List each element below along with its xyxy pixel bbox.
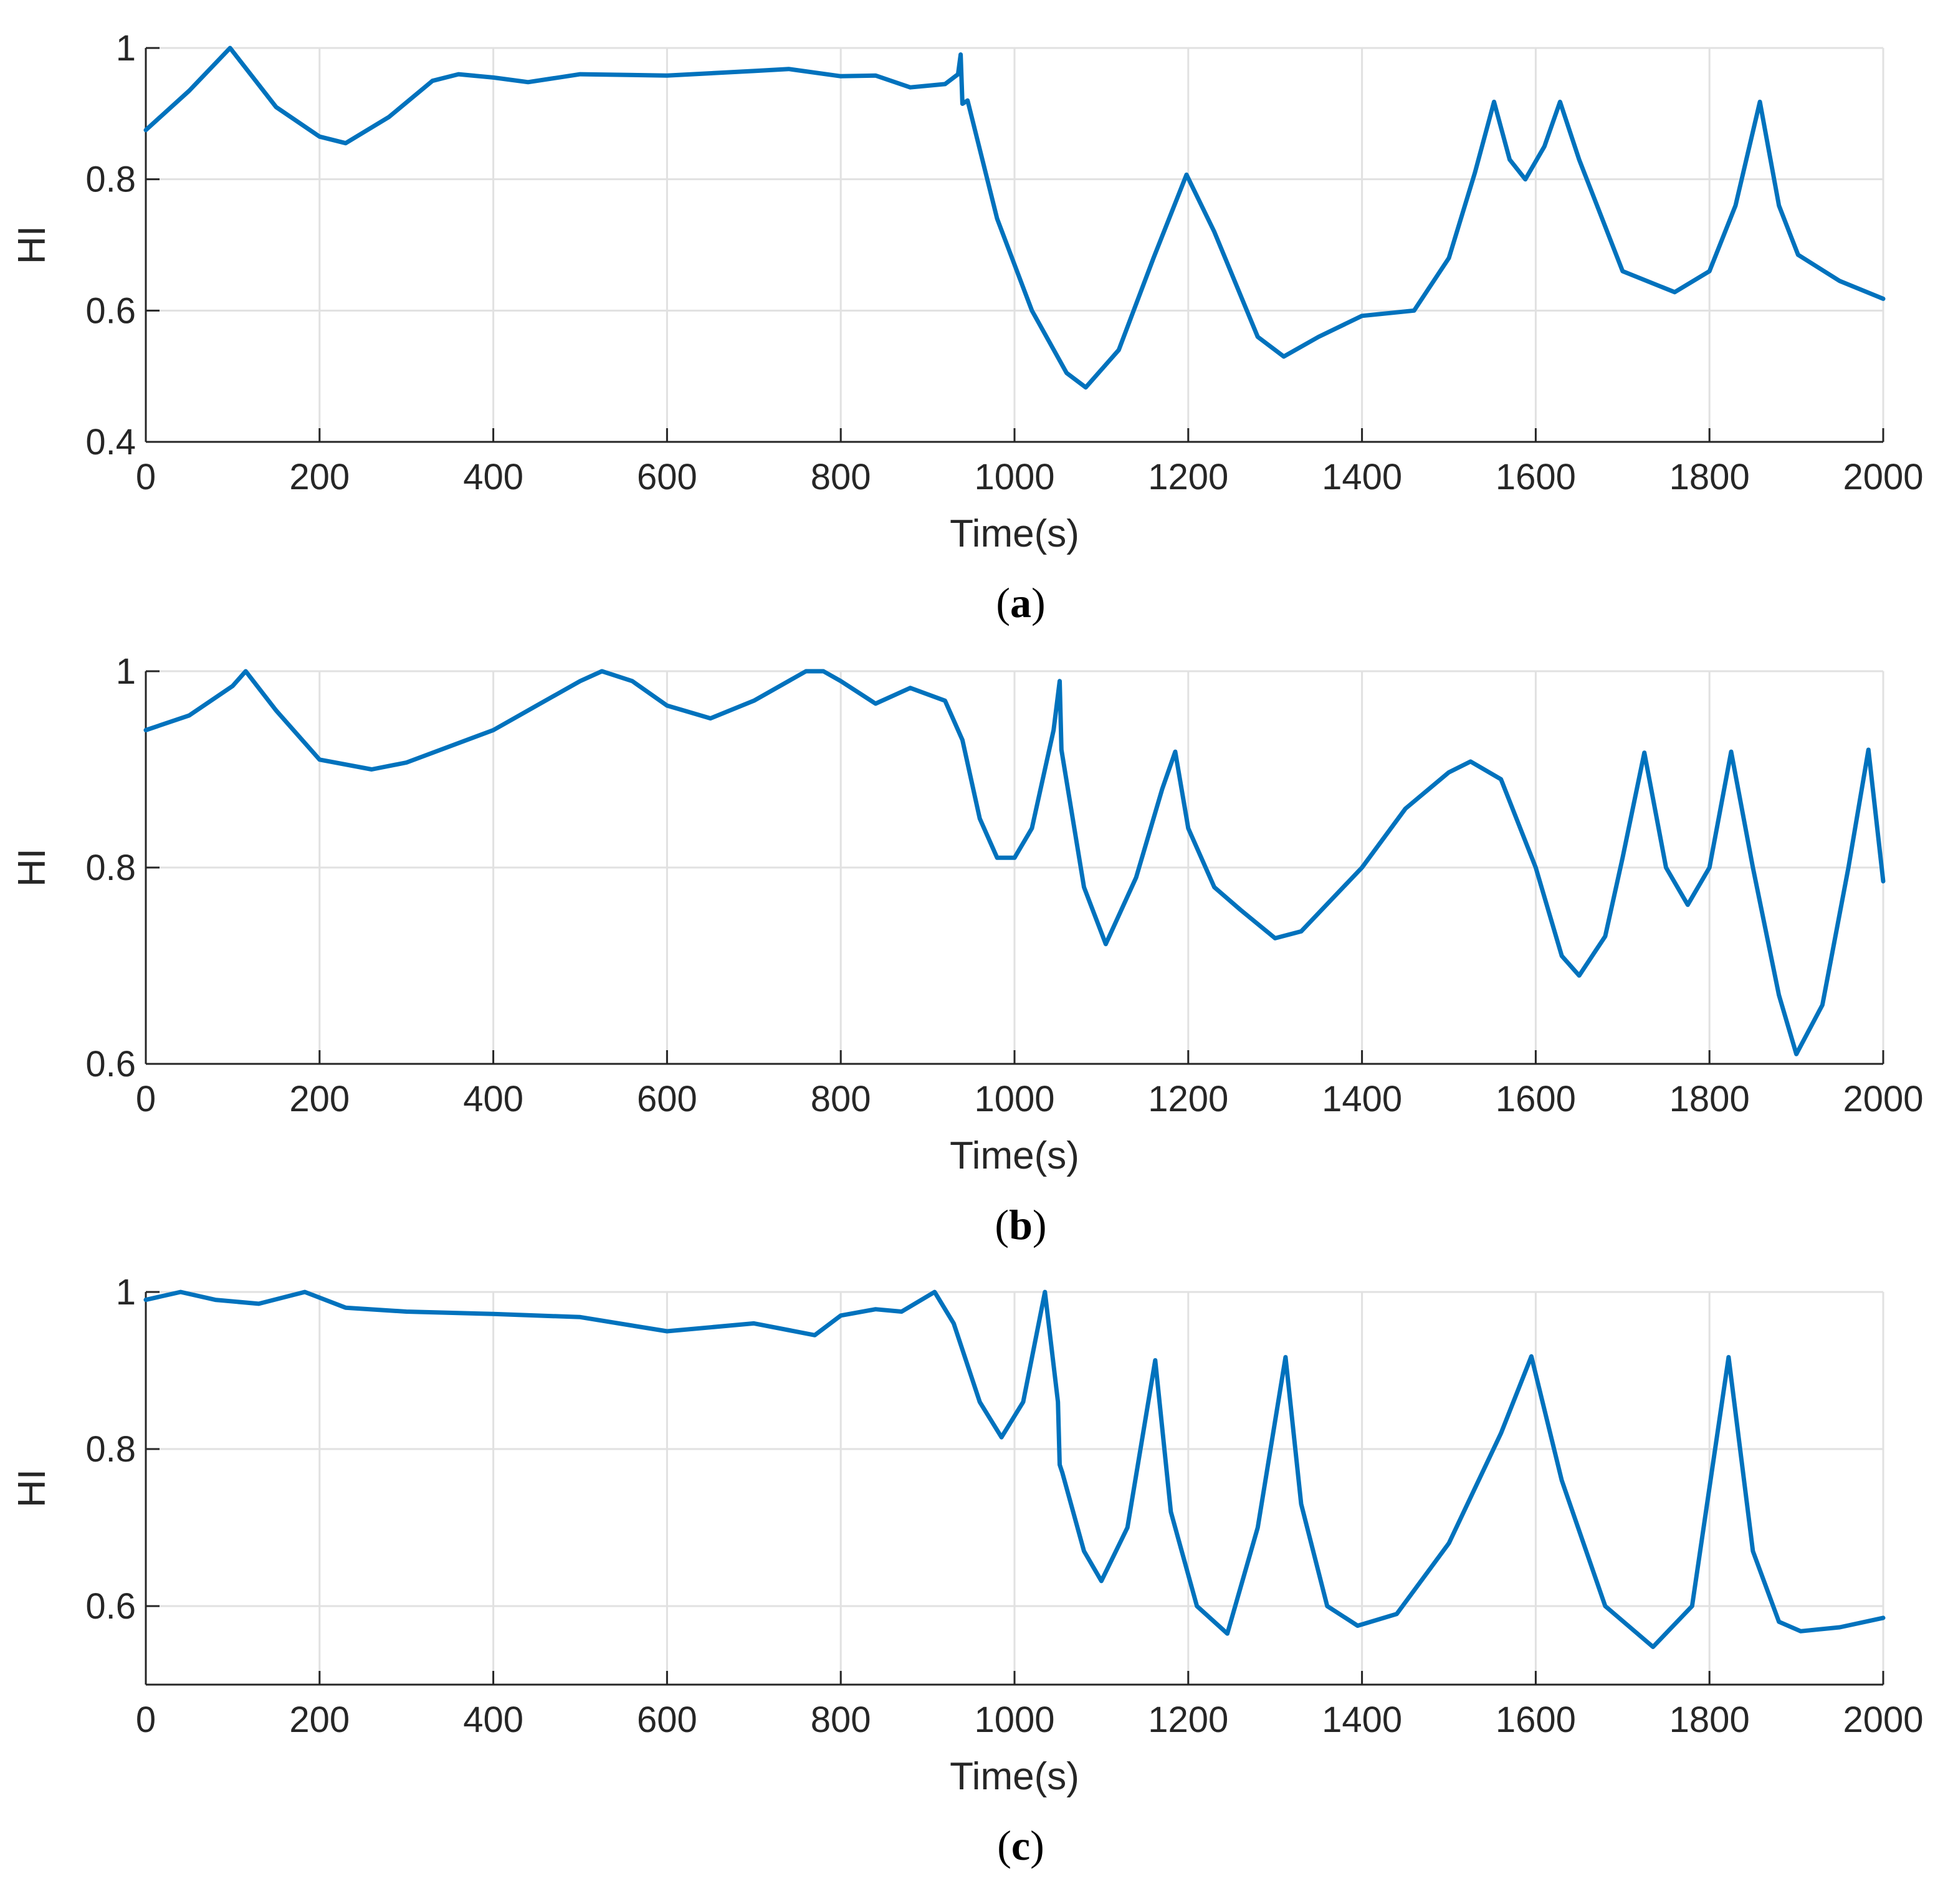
y-tick-label: 0.6: [85, 1586, 136, 1627]
x-tick-label: 1600: [1496, 1079, 1576, 1119]
x-tick-label: 2000: [1843, 1700, 1923, 1740]
panel-caption-a: (a): [996, 579, 1045, 626]
y-tick-label: 1: [116, 1272, 136, 1313]
x-axis-label: Time(s): [950, 1134, 1079, 1177]
y-tick-label: 0.4: [85, 422, 136, 462]
x-tick-label: 400: [463, 1079, 523, 1119]
x-tick-label: 1600: [1496, 457, 1576, 497]
x-tick-label: 1800: [1669, 1079, 1750, 1119]
x-tick-label: 200: [289, 1079, 350, 1119]
x-tick-label: 400: [463, 457, 523, 497]
y-tick-label: 0.8: [85, 848, 136, 888]
panel-caption-b: (b): [995, 1201, 1046, 1248]
x-tick-label: 0: [136, 1079, 156, 1119]
y-tick-label: 0.6: [85, 1044, 136, 1084]
y-tick-label: 0.6: [85, 290, 136, 331]
y-tick-label: 1: [116, 651, 136, 692]
x-tick-label: 1400: [1322, 1079, 1402, 1119]
chart-panel-a: 0 200 400 600 800 1000 1200 1400 1600 1800 2000 0.4…: [11, 28, 1924, 626]
series-line-hi: [143, 669, 1886, 1056]
y-axis-label: HI: [11, 226, 54, 264]
x-tick-label: 600: [637, 1079, 697, 1119]
x-tick-label: 400: [463, 1700, 523, 1740]
x-tick-label: 2000: [1843, 457, 1923, 497]
x-tick-label: 1200: [1148, 1700, 1228, 1740]
y-tick-label: 0.8: [85, 1429, 136, 1470]
x-tick-label: 200: [289, 1700, 350, 1740]
y-tick-label: 1: [116, 28, 136, 69]
y-axis-label: HI: [11, 1469, 54, 1508]
x-tick-label: 0: [136, 1700, 156, 1740]
x-tick-label: 800: [811, 1079, 871, 1119]
x-tick-label: 2000: [1843, 1079, 1923, 1119]
chart-panel-c: 0 200 400 600 800 1000 1200 1400 1600 1800 2000 0.6…: [11, 1272, 1924, 1869]
x-tick-label: 1400: [1322, 457, 1402, 497]
x-tick-label: 1000: [974, 1700, 1054, 1740]
x-axis-label: Time(s): [950, 1755, 1079, 1798]
x-tick-label: 0: [136, 457, 156, 497]
x-tick-label: 1200: [1148, 457, 1228, 497]
panel-caption-c: (c): [997, 1822, 1044, 1869]
series-line-hi: [143, 45, 1886, 390]
x-tick-label: 1000: [974, 457, 1054, 497]
series-line-hi: [143, 1289, 1886, 1649]
x-tick-label: 600: [637, 1700, 697, 1740]
x-axis-label: Time(s): [950, 512, 1079, 555]
x-tick-label: 800: [811, 457, 871, 497]
chart-panel-b: 0 200 400 600 800 1000 1200 1400 1600 1800 2000 0.6…: [11, 651, 1924, 1248]
x-tick-label: 200: [289, 457, 350, 497]
x-tick-label: 600: [637, 457, 697, 497]
x-tick-label: 1800: [1669, 457, 1750, 497]
x-tick-label: 1200: [1148, 1079, 1228, 1119]
x-tick-label: 1600: [1496, 1700, 1576, 1740]
x-tick-label: 800: [811, 1700, 871, 1740]
x-tick-label: 1000: [974, 1079, 1054, 1119]
y-axis-label: HI: [11, 848, 54, 887]
x-tick-label: 1400: [1322, 1700, 1402, 1740]
x-tick-label: 1800: [1669, 1700, 1750, 1740]
y-tick-label: 0.8: [85, 160, 136, 200]
